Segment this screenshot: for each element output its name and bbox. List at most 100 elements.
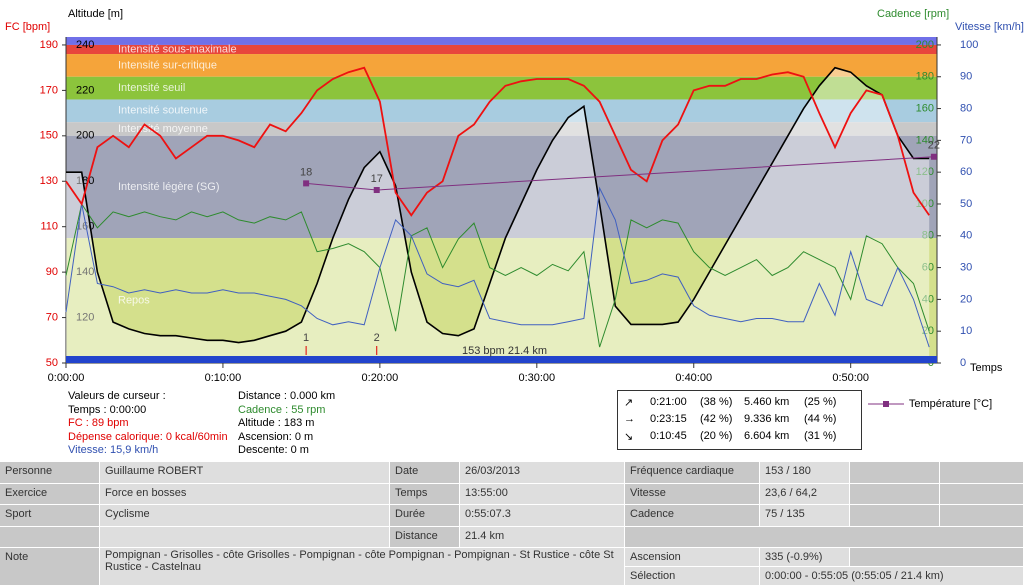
stats-cell: 9.336 km [744, 413, 790, 425]
x-tick-label: 0:20:00 [362, 372, 399, 384]
table-cell: 26/03/2013 [460, 462, 625, 484]
temperature-point [930, 153, 937, 160]
stats-cell: 6.604 km [744, 430, 790, 442]
x-tick-label: 0:50:00 [832, 372, 869, 384]
altitude-tick-label: 120 [76, 311, 94, 323]
altitude-tick-label: 220 [76, 84, 94, 96]
zone [66, 99, 937, 123]
altitude-area [66, 67, 930, 363]
table-cell: Personne [0, 462, 100, 484]
temperature-label: 17 [371, 173, 383, 185]
vitesse-tick-label: 90 [960, 71, 972, 83]
timeline-bar [66, 356, 937, 363]
zone [66, 76, 937, 100]
altitude-axis-title: Altitude [m] [68, 8, 123, 20]
table-cell: Durée [390, 505, 460, 527]
table-cell: Vitesse [625, 483, 760, 505]
vitesse-tick-label: 80 [960, 102, 972, 114]
table-empty [940, 462, 1024, 484]
cadence-tick-label: 140 [916, 134, 934, 146]
x-axis-title: Temps [970, 362, 1003, 374]
table-empty [100, 526, 390, 548]
zone [66, 54, 937, 77]
fc-tick-label: 70 [46, 311, 58, 323]
cadence-line [65, 202, 930, 348]
zone [66, 122, 937, 136]
cadence-tick-label: 40 [922, 293, 934, 305]
table-cell: Cyclisme [100, 505, 390, 527]
table-cell: Note [0, 548, 100, 586]
cursor-text: Cadence : 55 rpm [238, 403, 326, 416]
temperature-point [303, 180, 310, 187]
table-empty [0, 526, 100, 548]
table-cell: 23,6 / 64,2 [760, 483, 850, 505]
zone-label: Intensité sous-maximale [118, 43, 237, 55]
table-empty [940, 483, 1024, 505]
cursor-text: Descente: 0 m [238, 444, 309, 456]
vitesse-tick-label: 20 [960, 293, 972, 305]
stats-cell: (38 %) [700, 396, 733, 408]
x-tick-label: 0:10:00 [205, 372, 242, 384]
table-cell: Sélection [625, 567, 760, 586]
table-cell: 0:55:07.3 [460, 505, 625, 527]
cadence-tick-label: 160 [916, 102, 934, 114]
legend-label: Température [°C] [908, 398, 993, 410]
cadence-tick-label: 60 [922, 261, 934, 273]
altitude-tick-label: 200 [76, 130, 94, 142]
stats-cell: ↗ [624, 397, 634, 409]
vitesse-tick-label: 30 [960, 261, 972, 273]
table-cell: Ascension [625, 548, 760, 567]
vitesse-tick-label: 70 [960, 134, 972, 146]
zone-label: Intensité seuil [118, 82, 185, 94]
altitude-tick-label: 240 [76, 39, 94, 51]
cadence-tick-label: 80 [922, 230, 934, 242]
cadence-tick-label: 180 [916, 71, 934, 83]
chart: Intensité sous-maximale Intensité sur-cri… [5, 8, 1024, 384]
table-cell: Exercice [0, 483, 100, 505]
cadence-axis-title: Cadence [rpm] [877, 8, 949, 20]
stats-cell: 5.460 km [744, 396, 790, 408]
stats-cell: (42 %) [700, 413, 733, 425]
zone-label: Repos [118, 294, 150, 306]
altitude-tick-label: 140 [76, 266, 94, 278]
cursor-text: Valeurs de curseur : [68, 390, 166, 402]
cadence-tick-label: 200 [916, 39, 934, 51]
zone [66, 238, 937, 363]
lap-label: 2 [374, 332, 380, 344]
stats-cell: (44 %) [804, 413, 837, 425]
fc-tick-label: 190 [40, 39, 58, 51]
temperature-label: 18 [300, 166, 312, 178]
vitesse-tick-label: 40 [960, 230, 972, 242]
zone-label: Intensité légère (SG) [118, 181, 220, 193]
stats-box: ↗ 0:21:00 (38 %) 5.460 km (25 %) → 0:23:15 (42 … [617, 390, 862, 450]
zone-label: Intensité moyenne [118, 123, 208, 135]
vitesse-tick-label: 10 [960, 325, 972, 337]
lap-label: 1 [303, 332, 309, 344]
table-cell: Distance [390, 526, 460, 548]
stats-cell: 0:10:45 [650, 430, 687, 442]
temperature-point [373, 187, 380, 194]
vitesse-tick-label: 100 [960, 39, 978, 51]
temperature-label: 22 [928, 140, 940, 152]
table-empty [850, 548, 1024, 567]
fc-tick-label: 50 [46, 357, 58, 369]
cursor-text: Temps : 0:00:00 [68, 403, 147, 416]
zone [66, 135, 937, 239]
table-cell: 0:00:00 - 0:55:05 (0:55:05 / 21.4 km) [760, 567, 1024, 586]
cursor-text: Dépense calorique: 0 kcal/60min [68, 430, 228, 443]
table-cell: Guillaume ROBERT [100, 462, 390, 484]
table-cell: Date [390, 462, 460, 484]
stats-cell: (31 %) [804, 430, 837, 442]
table-cell: Force en bosses [100, 483, 390, 505]
cursor-left: Valeurs de curseur : Temps : 0:00:00 FC … [68, 390, 228, 458]
cursor-text: FC : 89 bpm [68, 417, 129, 429]
fc-tick-label: 170 [40, 84, 58, 96]
fc-line [65, 66, 930, 217]
table-empty [850, 462, 940, 484]
fc-tick-label: 90 [46, 266, 58, 278]
table-cell: Sport [0, 505, 100, 527]
table-cell: 13:55:00 [460, 483, 625, 505]
vitesse-line [65, 186, 930, 348]
cursor-text: Distance : 0.000 km [238, 390, 336, 402]
x-tick-label: 0:00:00 [48, 372, 85, 384]
